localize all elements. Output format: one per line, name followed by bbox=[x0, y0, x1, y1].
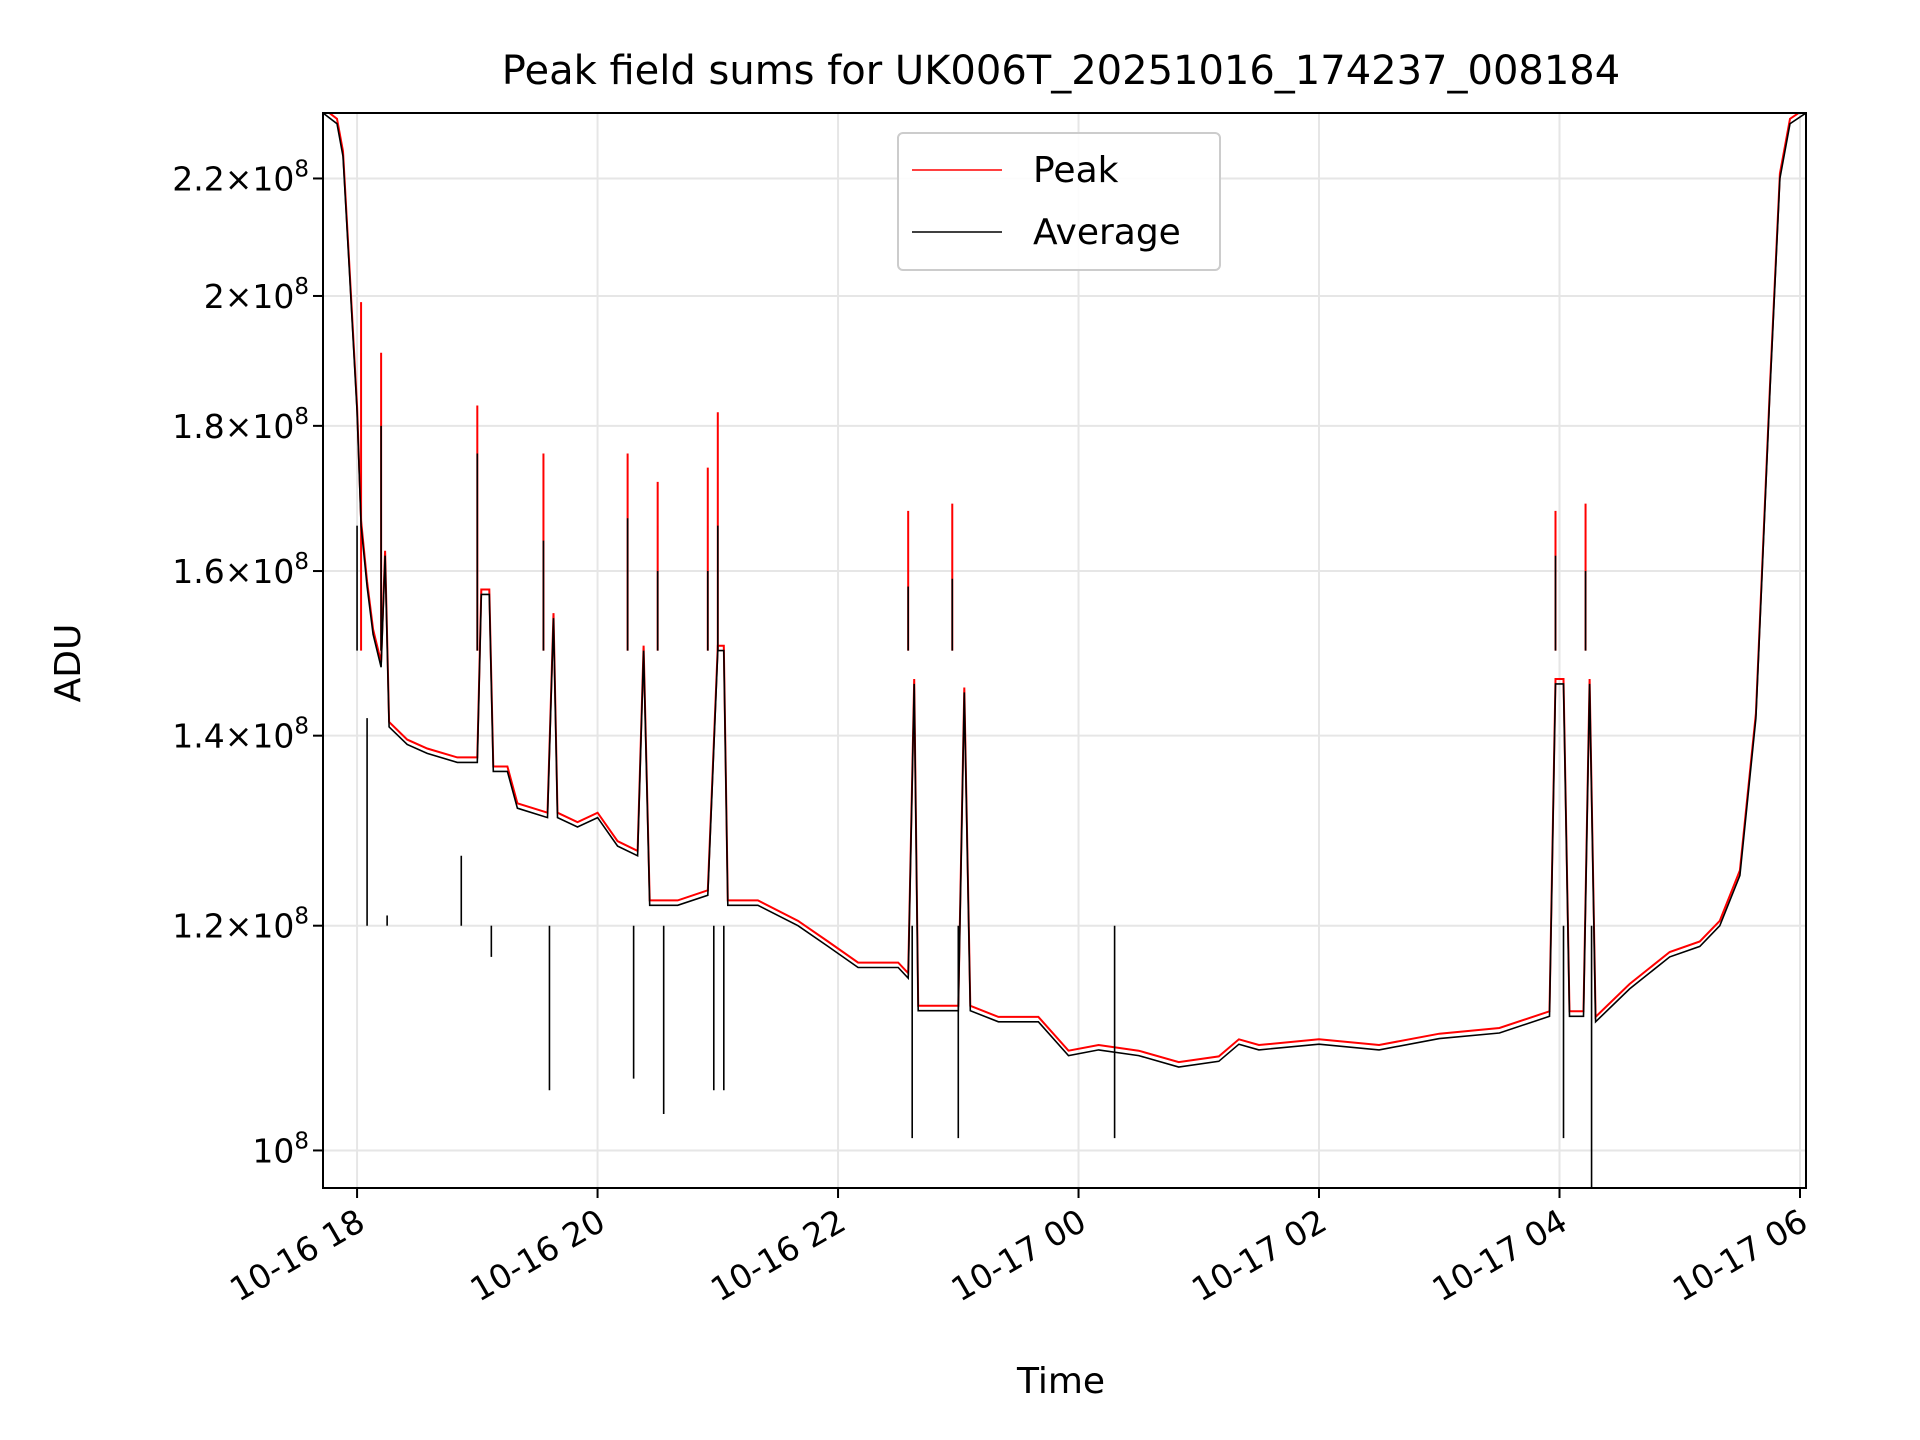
legend-average-label: Average bbox=[1033, 212, 1181, 253]
plot-area bbox=[323, 113, 1806, 1188]
y-axis-ticks: 108 1.2×108 1.4×108 1.6×108 1.8×108 2×108 2.2×… bbox=[172, 156, 323, 1170]
y-tick-label: 1.6×108 bbox=[172, 549, 309, 591]
plot-frame bbox=[322, 112, 1807, 1189]
x-tick-label: 10-16 22 bbox=[704, 1201, 852, 1309]
legend-box bbox=[897, 132, 1221, 271]
x-tick-label: 10-17 06 bbox=[1666, 1201, 1814, 1309]
average-series-line bbox=[323, 113, 1806, 1068]
y-axis-label: ADU bbox=[48, 624, 89, 703]
x-axis-label: Time bbox=[1016, 1361, 1105, 1402]
y-tick-label: 2×108 bbox=[204, 274, 309, 316]
grid-lines bbox=[323, 113, 1806, 1188]
legend: Peak Average bbox=[897, 132, 1221, 271]
x-axis-ticks: 10-16 18 10-16 20 10-16 22 10-17 00 10-17 02… bbox=[223, 1188, 1814, 1309]
x-tick-label: 10-16 20 bbox=[464, 1201, 612, 1309]
legend-peak-label: Peak bbox=[1033, 150, 1119, 191]
y-tick-label: 1.2×108 bbox=[172, 904, 309, 946]
x-tick-label: 10-16 18 bbox=[223, 1201, 371, 1309]
x-tick-label: 10-17 00 bbox=[945, 1201, 1093, 1309]
y-tick-label: 2.2×108 bbox=[172, 156, 309, 198]
y-tick-label: 1.4×108 bbox=[172, 714, 309, 756]
y-tick-label: 108 bbox=[252, 1128, 309, 1170]
chart-title: Peak field sums for UK006T_20251016_1742… bbox=[502, 48, 1620, 94]
y-tick-label: 1.8×108 bbox=[172, 404, 309, 446]
peak-series-line bbox=[327, 113, 1801, 1064]
x-tick-label: 10-17 04 bbox=[1426, 1201, 1574, 1309]
x-tick-label: 10-17 02 bbox=[1185, 1201, 1333, 1309]
